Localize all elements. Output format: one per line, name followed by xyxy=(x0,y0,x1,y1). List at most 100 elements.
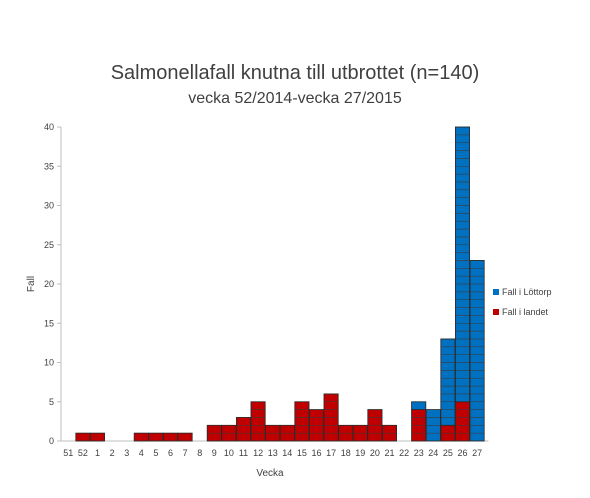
legend-label: Fall i Löttorp xyxy=(502,287,552,297)
bar-cell xyxy=(294,417,310,426)
bar-cell xyxy=(455,385,470,395)
bar-cell xyxy=(455,197,470,206)
bar-cell xyxy=(455,220,470,230)
x-tick-label: 18 xyxy=(341,448,351,458)
bar-cell xyxy=(469,307,485,316)
bar-cell xyxy=(455,134,470,143)
bar-cell xyxy=(323,409,339,418)
bar-cell xyxy=(440,346,456,355)
bar-cell xyxy=(455,425,470,434)
y-tick-label: 10 xyxy=(44,358,54,368)
bar-segment xyxy=(133,432,149,442)
bar-cell xyxy=(440,401,456,410)
chart-title: Salmonellafall knutna till utbrottet (n=… xyxy=(110,62,480,84)
legend-swatch xyxy=(493,309,499,315)
bar-cell xyxy=(323,401,339,410)
bar-cell xyxy=(206,432,222,442)
x-tick-label: 24 xyxy=(428,448,438,458)
bar-cell xyxy=(279,432,295,442)
bar-cell xyxy=(148,432,164,442)
bar-cell xyxy=(469,315,485,324)
y-axis-title: Fall xyxy=(26,276,37,292)
x-tick-label: 20 xyxy=(370,448,380,458)
bar-cell xyxy=(323,425,339,434)
bar-cell xyxy=(455,252,470,261)
bar-cell xyxy=(469,299,485,308)
x-tick-label: 22 xyxy=(399,448,409,458)
bar-cell xyxy=(440,354,456,363)
bar-cell xyxy=(294,432,310,442)
bar-cell xyxy=(250,432,266,442)
bar-cell xyxy=(425,417,441,426)
bar-cell xyxy=(323,393,339,402)
x-tick-label: 14 xyxy=(282,448,292,458)
bar-cell xyxy=(469,417,485,426)
bar-cell xyxy=(469,268,485,277)
bar-cell xyxy=(455,409,470,418)
bar-segment xyxy=(323,393,339,442)
bar-cell xyxy=(469,425,485,434)
bar-cell xyxy=(411,425,427,434)
bar-cell xyxy=(455,126,470,136)
bar-cell xyxy=(469,275,485,285)
bar-segment xyxy=(381,424,397,442)
bar-cell xyxy=(455,142,470,151)
x-tick-label: 8 xyxy=(197,448,202,458)
bar-cell xyxy=(236,425,251,434)
bar-segment xyxy=(206,424,222,442)
bar-cell xyxy=(367,417,383,426)
bar-cell xyxy=(309,425,324,434)
bar-segment xyxy=(250,401,266,442)
bar-cell xyxy=(469,260,485,269)
bar-cell xyxy=(411,432,427,442)
bar-cell xyxy=(455,432,470,442)
x-tick-label: 15 xyxy=(297,448,307,458)
bar-cell xyxy=(469,370,485,379)
x-tick-label: 51 xyxy=(63,448,73,458)
x-tick-label: 1 xyxy=(95,448,100,458)
bar-cell xyxy=(455,228,470,238)
y-tick-label: 0 xyxy=(49,436,54,446)
bar-cell xyxy=(455,260,470,269)
bar-cell xyxy=(221,432,237,442)
bar-cell xyxy=(279,425,295,434)
bar-cell xyxy=(440,370,456,379)
x-tick-label: 12 xyxy=(253,448,263,458)
bar-cell xyxy=(455,354,470,363)
bar-cell xyxy=(469,346,485,355)
x-tick-label: 52 xyxy=(78,448,88,458)
bar-cell xyxy=(469,393,485,402)
bar-cell xyxy=(455,173,470,183)
bar-cell xyxy=(425,432,441,442)
bar-cell xyxy=(455,291,470,300)
bar-cell xyxy=(382,432,397,442)
bar-cell xyxy=(309,432,324,442)
bar-cell xyxy=(440,338,456,348)
x-tick-label: 6 xyxy=(168,448,173,458)
bar-cell xyxy=(323,432,339,442)
bar-cell xyxy=(309,417,324,426)
bar-cell xyxy=(338,432,354,442)
bar-cell xyxy=(236,432,251,442)
bar-cell xyxy=(265,432,281,442)
x-tick-label: 19 xyxy=(355,448,365,458)
bar-cell xyxy=(455,275,470,285)
legend-label: Fall i landet xyxy=(502,307,549,317)
bar-cell xyxy=(236,417,251,426)
x-tick-label: 27 xyxy=(472,448,482,458)
bar-cell xyxy=(455,315,470,324)
bar-cell xyxy=(294,409,310,418)
bar-cell xyxy=(455,236,470,245)
bar-cell xyxy=(367,409,383,418)
bar-cell xyxy=(455,181,470,191)
bar-cell xyxy=(455,205,470,214)
bar-cell xyxy=(382,425,397,434)
bar-cell xyxy=(469,362,485,371)
bar-cell xyxy=(455,401,470,410)
bar-cell xyxy=(411,401,427,410)
bar-cell xyxy=(455,393,470,402)
x-tick-label: 17 xyxy=(326,448,336,458)
bar-cell xyxy=(206,425,222,434)
bar-cell xyxy=(455,377,470,387)
bar-cell xyxy=(177,432,193,442)
